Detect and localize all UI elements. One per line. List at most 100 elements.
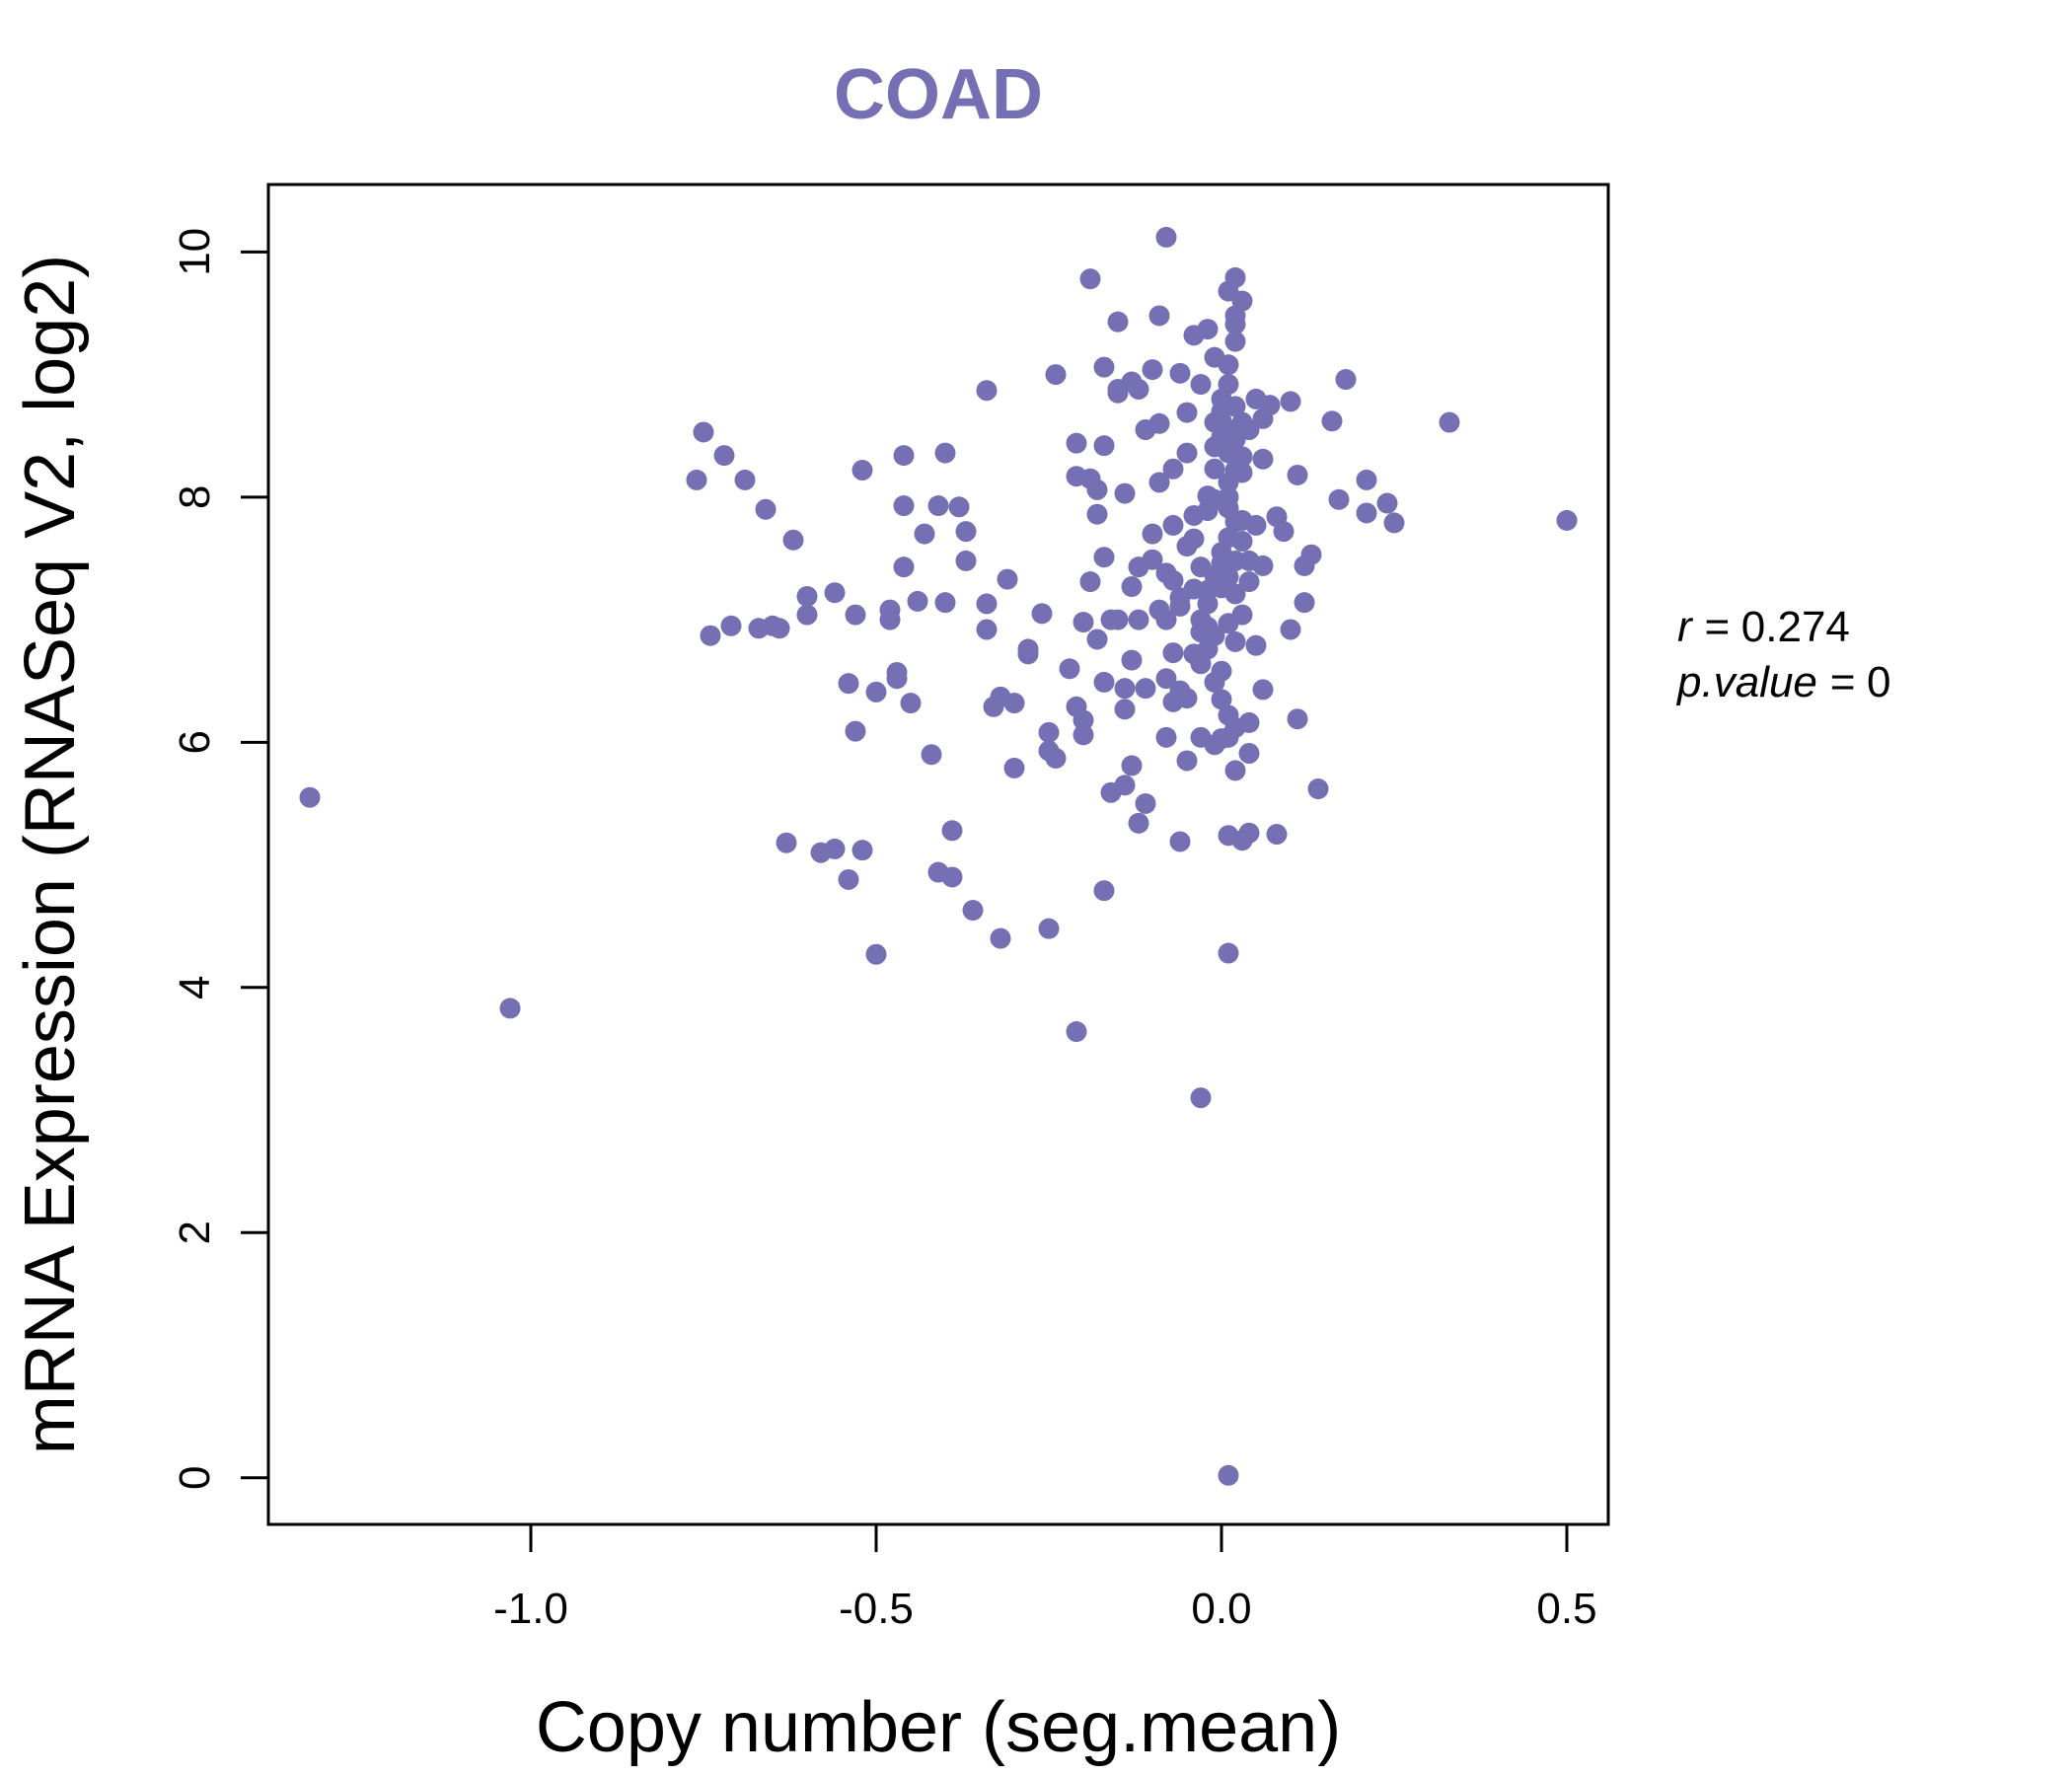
data-point [1280, 619, 1301, 640]
data-point [941, 820, 963, 842]
data-point [796, 585, 818, 607]
data-point [1148, 305, 1170, 327]
data-point [1135, 792, 1156, 814]
data-point [1238, 822, 1260, 844]
data-point [700, 625, 721, 646]
x-axis-label: Copy number (seg.mean) [536, 1688, 1341, 1767]
data-point [921, 744, 942, 766]
data-point [1169, 831, 1191, 852]
data-point [1038, 721, 1060, 743]
data-point [948, 496, 970, 518]
data-point [1238, 571, 1260, 593]
data-point [1238, 418, 1260, 440]
data-point [865, 681, 887, 703]
data-point [1073, 612, 1094, 633]
data-point [1356, 502, 1377, 524]
data-point [962, 900, 984, 922]
data-point [1224, 314, 1246, 335]
data-point [824, 838, 846, 859]
data-point [838, 673, 859, 695]
data-point [1169, 362, 1191, 384]
data-point [1231, 462, 1253, 483]
data-point [1245, 514, 1267, 536]
data-point [1162, 642, 1184, 664]
data-point [845, 604, 866, 626]
data-point [734, 469, 756, 490]
data-point [1148, 412, 1170, 434]
x-tick-label: 0.0 [1191, 1585, 1251, 1633]
data-point [1252, 448, 1274, 470]
data-point [1224, 583, 1246, 605]
data-point [1280, 391, 1301, 412]
data-point [1148, 472, 1170, 493]
data-point [1224, 396, 1246, 417]
data-point [1155, 609, 1177, 630]
data-point [1176, 402, 1198, 423]
data-point [1128, 609, 1149, 630]
stat-p-value-number: 0 [1867, 658, 1890, 706]
y-tick-label: 4 [171, 976, 219, 999]
data-point [1073, 709, 1094, 731]
data-point [1079, 268, 1101, 290]
data-point [1183, 528, 1205, 550]
data-point [1383, 512, 1405, 534]
data-point [769, 618, 790, 639]
data-point [1162, 569, 1184, 591]
data-point [900, 693, 922, 714]
data-point [1155, 668, 1177, 690]
stat-r: r = 0.274 [1677, 603, 1850, 651]
data-point [879, 609, 901, 630]
data-point [1169, 595, 1191, 617]
x-tick-label: 0.5 [1536, 1585, 1596, 1633]
data-point [927, 495, 949, 517]
data-point [1142, 549, 1163, 570]
data-point [1273, 521, 1295, 543]
data-point [1204, 458, 1225, 480]
data-point [1107, 311, 1129, 333]
data-point [955, 521, 977, 543]
data-point [1287, 464, 1308, 485]
data-point [1045, 364, 1067, 386]
data-point [1093, 880, 1115, 902]
data-point [1155, 726, 1177, 748]
data-point [1294, 592, 1315, 614]
data-point [824, 582, 846, 604]
chart-title: COAD [834, 55, 1043, 134]
data-point [914, 523, 935, 545]
data-point [1176, 442, 1198, 464]
data-point [1197, 319, 1219, 340]
data-point [1017, 638, 1039, 660]
data-point [1224, 630, 1246, 652]
data-point [1114, 699, 1136, 720]
data-point [1245, 634, 1267, 656]
data-point [886, 668, 908, 690]
data-point [1079, 571, 1101, 593]
y-tick-label: 8 [171, 485, 219, 509]
data-point [1093, 356, 1115, 378]
data-point [893, 495, 915, 517]
data-point [1162, 458, 1184, 480]
data-point [796, 604, 818, 626]
data-point [941, 866, 963, 888]
data-point [934, 592, 956, 614]
data-point [1128, 378, 1149, 400]
y-tick-label: 6 [171, 730, 219, 754]
data-point [976, 619, 998, 640]
data-point [1121, 576, 1143, 598]
stat-p-value: p.value = 0 [1675, 658, 1891, 706]
data-point [1238, 711, 1260, 733]
data-point [845, 720, 866, 742]
data-point [1252, 555, 1274, 576]
y-tick-label: 0 [171, 1466, 219, 1490]
data-point [1038, 918, 1060, 939]
y-axis: 0 2 4 6 8 10 [171, 228, 270, 1490]
data-point [1218, 354, 1239, 376]
data-point [1439, 411, 1460, 433]
data-point [1093, 547, 1115, 568]
data-point [1176, 688, 1198, 709]
data-point [782, 529, 804, 551]
data-point [720, 615, 742, 636]
y-axis-label: mRNA Expression (RNASeq V2, log2) [11, 255, 90, 1454]
data-point [976, 593, 998, 615]
data-point [1059, 658, 1080, 680]
